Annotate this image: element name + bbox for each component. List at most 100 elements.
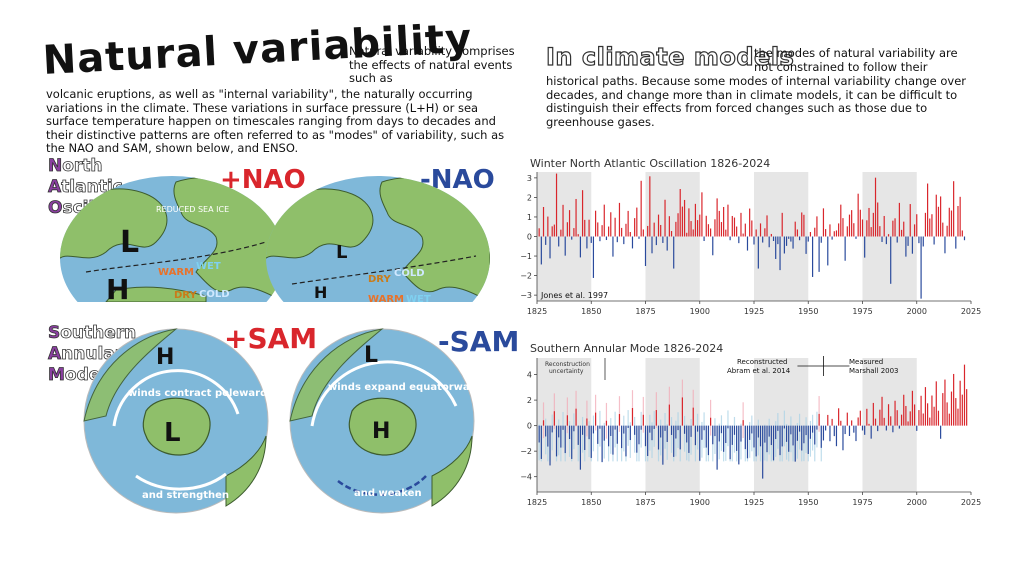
nao-chart-title: Winter North Atlantic Oscillation 1826-2… <box>530 157 771 170</box>
bar <box>679 425 681 450</box>
bar <box>759 223 762 237</box>
bar <box>942 393 944 426</box>
nao-maps: L H WARM WET DRY COLD REDUCED SEA ICE L … <box>56 176 500 317</box>
bar <box>575 198 577 237</box>
uncertainty-bar <box>785 423 788 460</box>
bar <box>612 236 614 257</box>
uncertainty-bar <box>614 411 616 448</box>
bar <box>594 210 597 237</box>
bar <box>545 236 547 245</box>
bar <box>842 425 844 451</box>
uncertainty-bar <box>720 415 723 452</box>
bar <box>892 220 894 237</box>
bar <box>909 204 911 237</box>
y-tick-label: 1 <box>527 213 532 222</box>
uncertainty-bar <box>653 411 655 447</box>
bar <box>599 236 601 242</box>
bar <box>575 408 577 426</box>
bar <box>588 425 590 440</box>
bar <box>683 425 686 434</box>
bar <box>614 217 616 237</box>
bar <box>838 408 840 426</box>
bar <box>950 391 953 426</box>
bar <box>616 425 618 444</box>
bar <box>603 204 605 237</box>
bar <box>705 425 707 448</box>
bar <box>696 425 699 432</box>
bar <box>896 236 898 243</box>
bar <box>766 215 768 237</box>
bar <box>751 220 753 237</box>
bar <box>642 229 644 237</box>
bar <box>603 425 605 441</box>
bar <box>584 219 586 237</box>
bar <box>545 425 547 437</box>
bar <box>581 190 584 237</box>
bar <box>798 425 801 432</box>
bar <box>731 425 733 445</box>
uncertainty-bar <box>627 410 629 446</box>
sam-pos-high: H <box>156 345 174 370</box>
bar <box>870 227 872 237</box>
nao-neg-cold: COLD <box>394 268 425 279</box>
bar <box>655 236 657 246</box>
bar <box>814 227 816 237</box>
bar <box>838 223 840 237</box>
bar <box>623 425 625 434</box>
bar <box>775 425 777 440</box>
bar <box>820 236 822 243</box>
bar <box>859 209 861 237</box>
uncertainty-bar <box>594 394 597 431</box>
bar <box>905 236 907 257</box>
bar <box>755 229 757 237</box>
bar <box>779 236 781 271</box>
bar <box>937 410 940 426</box>
bar <box>660 425 662 438</box>
bar <box>920 236 922 299</box>
measured-annotation: Marshall 2003 <box>849 367 899 375</box>
bar <box>783 425 785 429</box>
bar <box>707 224 710 237</box>
nao-pos-wet: WET <box>196 261 221 272</box>
bar <box>894 218 896 237</box>
bar <box>933 406 935 426</box>
bar <box>818 236 820 272</box>
bar <box>547 216 549 237</box>
bar <box>647 425 649 457</box>
bar <box>929 218 931 237</box>
y-tick-label: 3 <box>527 174 532 183</box>
bar <box>842 218 844 237</box>
uncertainty-bar <box>599 410 601 447</box>
bar <box>811 236 814 277</box>
bar <box>935 381 937 426</box>
bar <box>542 206 545 237</box>
bar <box>857 193 859 237</box>
bar <box>590 425 592 458</box>
bar <box>703 236 705 241</box>
bar <box>883 215 885 237</box>
bar <box>716 198 718 237</box>
bar <box>744 223 746 237</box>
bar <box>562 204 564 237</box>
sam-label: Southern Annular Mode <box>48 323 137 386</box>
bar <box>796 425 798 441</box>
y-tick-label: 4 <box>527 371 532 380</box>
bar <box>731 215 733 237</box>
bar <box>866 220 868 237</box>
uncertainty-bar <box>714 418 716 454</box>
bar <box>820 425 822 448</box>
bar <box>549 236 551 259</box>
bar <box>927 403 929 426</box>
bar <box>781 425 783 447</box>
y-tick-label: −2 <box>520 447 532 456</box>
bar <box>742 233 744 237</box>
bar <box>835 230 838 237</box>
bar <box>601 225 603 237</box>
bar <box>966 389 968 426</box>
bar <box>927 183 929 237</box>
bar <box>627 210 629 237</box>
bar <box>796 229 798 237</box>
bar <box>729 236 731 241</box>
bar <box>725 229 727 237</box>
uncertainty-bar <box>725 425 727 461</box>
